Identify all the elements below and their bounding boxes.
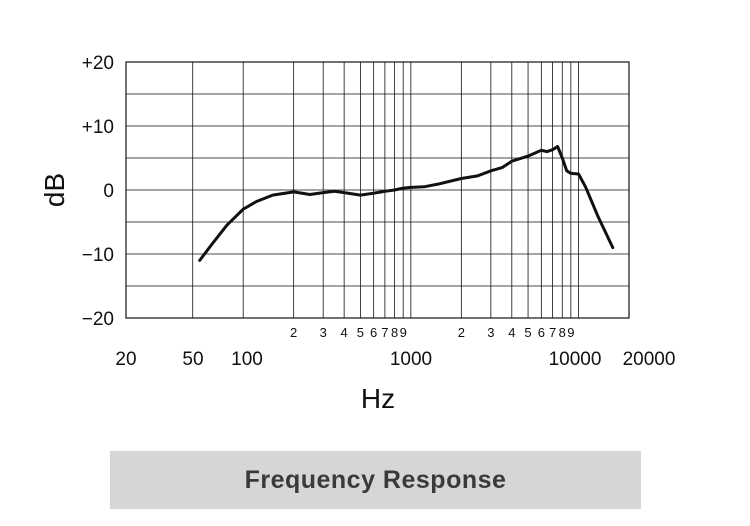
x-minor-tick-label: 9 xyxy=(567,325,574,340)
y-tick-labels: +20 +10 0 −10 −20 xyxy=(82,53,114,330)
x-minor-tick-label: 4 xyxy=(341,325,348,340)
y-tick-label: +10 xyxy=(82,117,114,138)
x-minor-tick-label: 9 xyxy=(400,325,407,340)
x-minor-tick-label: 6 xyxy=(538,325,545,340)
vertical-gridlines xyxy=(192,62,579,318)
x-major-tick-label: 100 xyxy=(231,349,263,370)
y-axis-label: dB xyxy=(39,173,70,207)
x-minor-tick-label: 8 xyxy=(391,325,398,340)
caption-bar: Frequency Response xyxy=(110,451,641,509)
x-minor-tick-label: 3 xyxy=(487,325,494,340)
response-curve xyxy=(198,145,615,262)
x-minor-tick-label: 5 xyxy=(357,325,364,340)
x-major-tick-label: 10000 xyxy=(549,349,602,370)
y-tick-label: +20 xyxy=(82,53,114,74)
x-minor-tick-label: 5 xyxy=(524,325,531,340)
y-tick-label: −10 xyxy=(82,245,114,266)
x-minor-tick-label: 3 xyxy=(320,325,327,340)
x-minor-tick-label: 7 xyxy=(381,325,388,340)
horizontal-gridlines xyxy=(126,93,629,287)
x-axis-label: Hz xyxy=(361,383,395,414)
x-major-tick-label: 1000 xyxy=(390,349,432,370)
x-major-tick-label: 20000 xyxy=(623,349,676,370)
x-minor-tick-label: 6 xyxy=(370,325,377,340)
x-minor-tick-label: 7 xyxy=(549,325,556,340)
x-minor-tick-label: 2 xyxy=(290,325,297,340)
x-minor-tick-label: 4 xyxy=(508,325,515,340)
y-tick-label: 0 xyxy=(103,181,114,202)
chart-caption: Frequency Response xyxy=(244,465,507,494)
x-major-tick-label: 50 xyxy=(182,349,203,370)
x-minor-tick-label: 2 xyxy=(458,325,465,340)
x-major-tick-labels: 20 50 100 1000 10000 20000 xyxy=(115,349,675,370)
x-major-tick-label: 20 xyxy=(115,349,136,370)
x-minor-tick-label: 8 xyxy=(559,325,566,340)
y-tick-label: −20 xyxy=(82,309,114,330)
